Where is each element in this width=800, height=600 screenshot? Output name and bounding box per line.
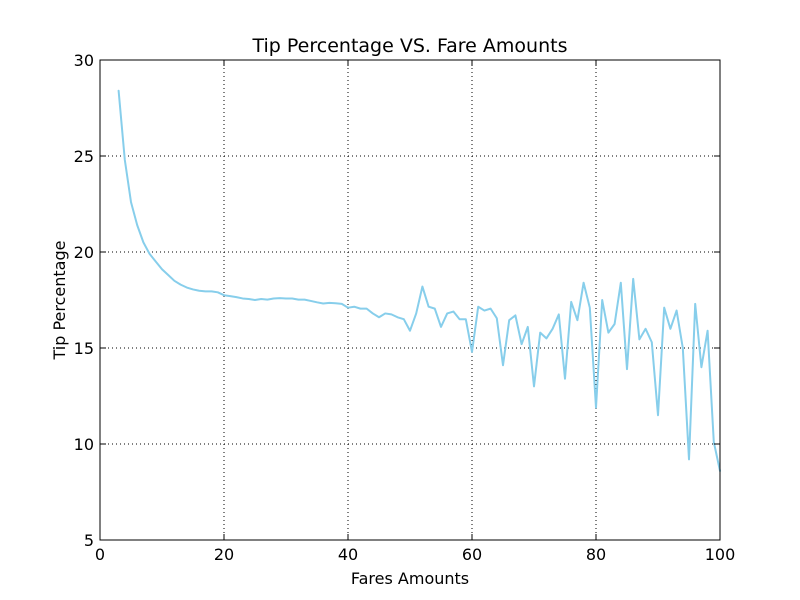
grid-lines (100, 60, 720, 540)
x-tick-label-0: 0 (95, 545, 105, 564)
series-line-0 (117, 89, 721, 472)
data-series (117, 89, 721, 472)
y-tick-label-30: 30 (74, 51, 94, 70)
axis-ticks: 0 20 40 60 80 100 5 10 15 20 25 30 (74, 51, 736, 564)
plot-area-frame (99, 59, 721, 541)
x-axis-label: Fares Amounts (351, 569, 469, 588)
y-tick-label-25: 25 (74, 147, 94, 166)
y-tick-label-15: 15 (74, 339, 94, 358)
x-tick-label-40: 40 (338, 545, 358, 564)
x-tick-label-60: 60 (462, 545, 482, 564)
x-tick-label-100: 100 (705, 545, 736, 564)
x-tick-label-20: 20 (214, 545, 234, 564)
y-tick-label-10: 10 (74, 435, 94, 454)
y-tick-label-5: 5 (84, 531, 94, 550)
y-tick-label-20: 20 (74, 243, 94, 262)
y-axis-label: Tip Percentage (50, 241, 69, 361)
x-tick-label-80: 80 (586, 545, 606, 564)
chart-title: Tip Percentage VS. Fare Amounts (252, 35, 568, 57)
